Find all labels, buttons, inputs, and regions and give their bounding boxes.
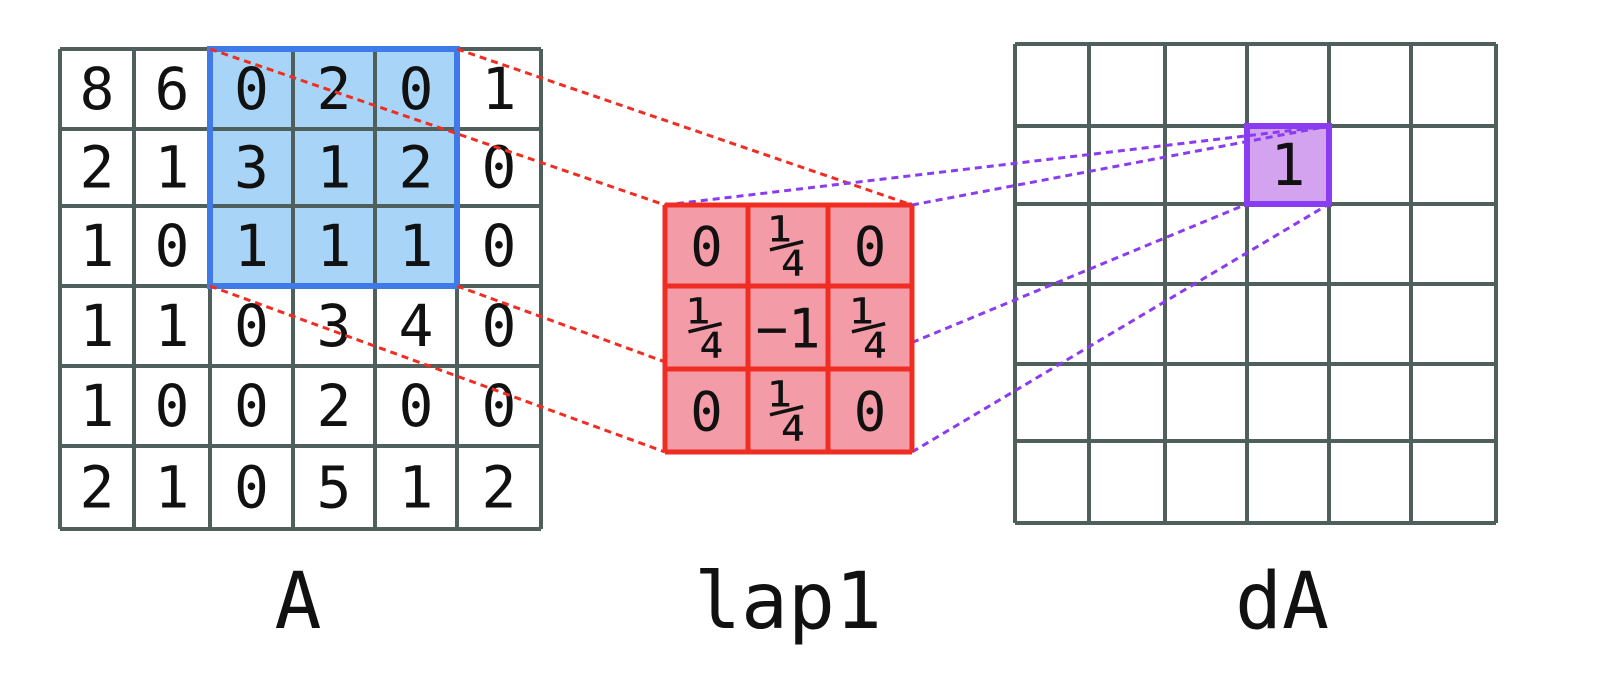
matrix-a-cell: 0 xyxy=(234,292,269,360)
matrix-a-label: A xyxy=(275,557,322,647)
matrix-a-cell: 6 xyxy=(155,55,190,123)
matrix-a-cell: 1 xyxy=(155,454,190,522)
matrix-a-cell: 0 xyxy=(399,55,434,123)
matrix-da: 1 xyxy=(1013,42,1498,525)
kernel-cell: ¼ xyxy=(769,210,808,284)
matrix-a-cell: 2 xyxy=(80,454,115,522)
matrix-a-cell: 1 xyxy=(155,292,190,360)
kernel-cell: ¼ xyxy=(687,292,726,366)
matrix-a-cell: 8 xyxy=(80,55,115,123)
kernel-fill xyxy=(665,205,912,452)
matrix-a-cell: 1 xyxy=(80,212,115,280)
matrix-a-cell: 2 xyxy=(317,55,352,123)
kernel-cell: 0 xyxy=(690,216,723,279)
matrix-da-label: dA xyxy=(1235,557,1329,647)
kernel-label: lap1 xyxy=(694,557,882,647)
matrix-a-cell: 0 xyxy=(155,372,190,440)
matrix-a-cell: 2 xyxy=(317,372,352,440)
matrix-a-cell: 1 xyxy=(80,372,115,440)
matrix-a-cell: 0 xyxy=(482,292,517,360)
matrix-a-cell: 0 xyxy=(482,372,517,440)
matrix-a-cell: 0 xyxy=(234,55,269,123)
matrix-a-cell: 0 xyxy=(234,372,269,440)
purple-connector-line xyxy=(911,202,1330,454)
matrix-a-cell: 1 xyxy=(317,212,352,280)
matrix-a-cell: 2 xyxy=(80,134,115,202)
matrix-a-cell: 1 xyxy=(482,55,517,123)
kernel-cell: ¼ xyxy=(769,375,808,449)
red-connector-line xyxy=(209,47,666,207)
matrix-a-cell: 5 xyxy=(317,454,352,522)
matrix-a-cell: 0 xyxy=(234,454,269,522)
purple-connector-line xyxy=(664,124,1330,207)
red-connector-line xyxy=(456,47,913,207)
matrix-a-cell: 1 xyxy=(80,292,115,360)
purple-connector-line xyxy=(911,124,1330,207)
kernel-cell: 0 xyxy=(854,216,887,279)
matrix-a-cell: 1 xyxy=(155,134,190,202)
matrix-a-cell: 1 xyxy=(399,454,434,522)
matrix-a-cell: 0 xyxy=(399,372,434,440)
matrix-a-cell: 3 xyxy=(317,292,352,360)
kernel-cell: −1 xyxy=(755,298,820,361)
connector-lines xyxy=(209,47,1330,454)
matrix-a-cell: 1 xyxy=(317,134,352,202)
matrix-a-cell: 1 xyxy=(399,212,434,280)
matrix-a-cell: 3 xyxy=(234,134,269,202)
matrix-a-cell: 1 xyxy=(234,212,269,280)
kernel-cell: 0 xyxy=(690,381,723,444)
kernel-cell: 0 xyxy=(854,381,887,444)
matrix-a-cell: 0 xyxy=(155,212,190,280)
matrix-a-cell: 4 xyxy=(399,292,434,360)
purple-connector-line xyxy=(911,202,1248,344)
matrix-da-output-value: 1 xyxy=(1271,131,1306,199)
matrix-a-cell: 2 xyxy=(482,454,517,522)
matrix-a-highlight-region xyxy=(210,49,457,286)
matrix-a-cell: 0 xyxy=(482,212,517,280)
kernel-matrix: 0 ¼ 0¼ −1 ¼0 ¼ 0 xyxy=(662,202,915,455)
kernel-cell: ¼ xyxy=(851,292,890,366)
matrix-a-cell: 2 xyxy=(399,134,434,202)
matrix-a-highlight-border xyxy=(207,46,460,289)
red-connector-line xyxy=(209,284,666,454)
